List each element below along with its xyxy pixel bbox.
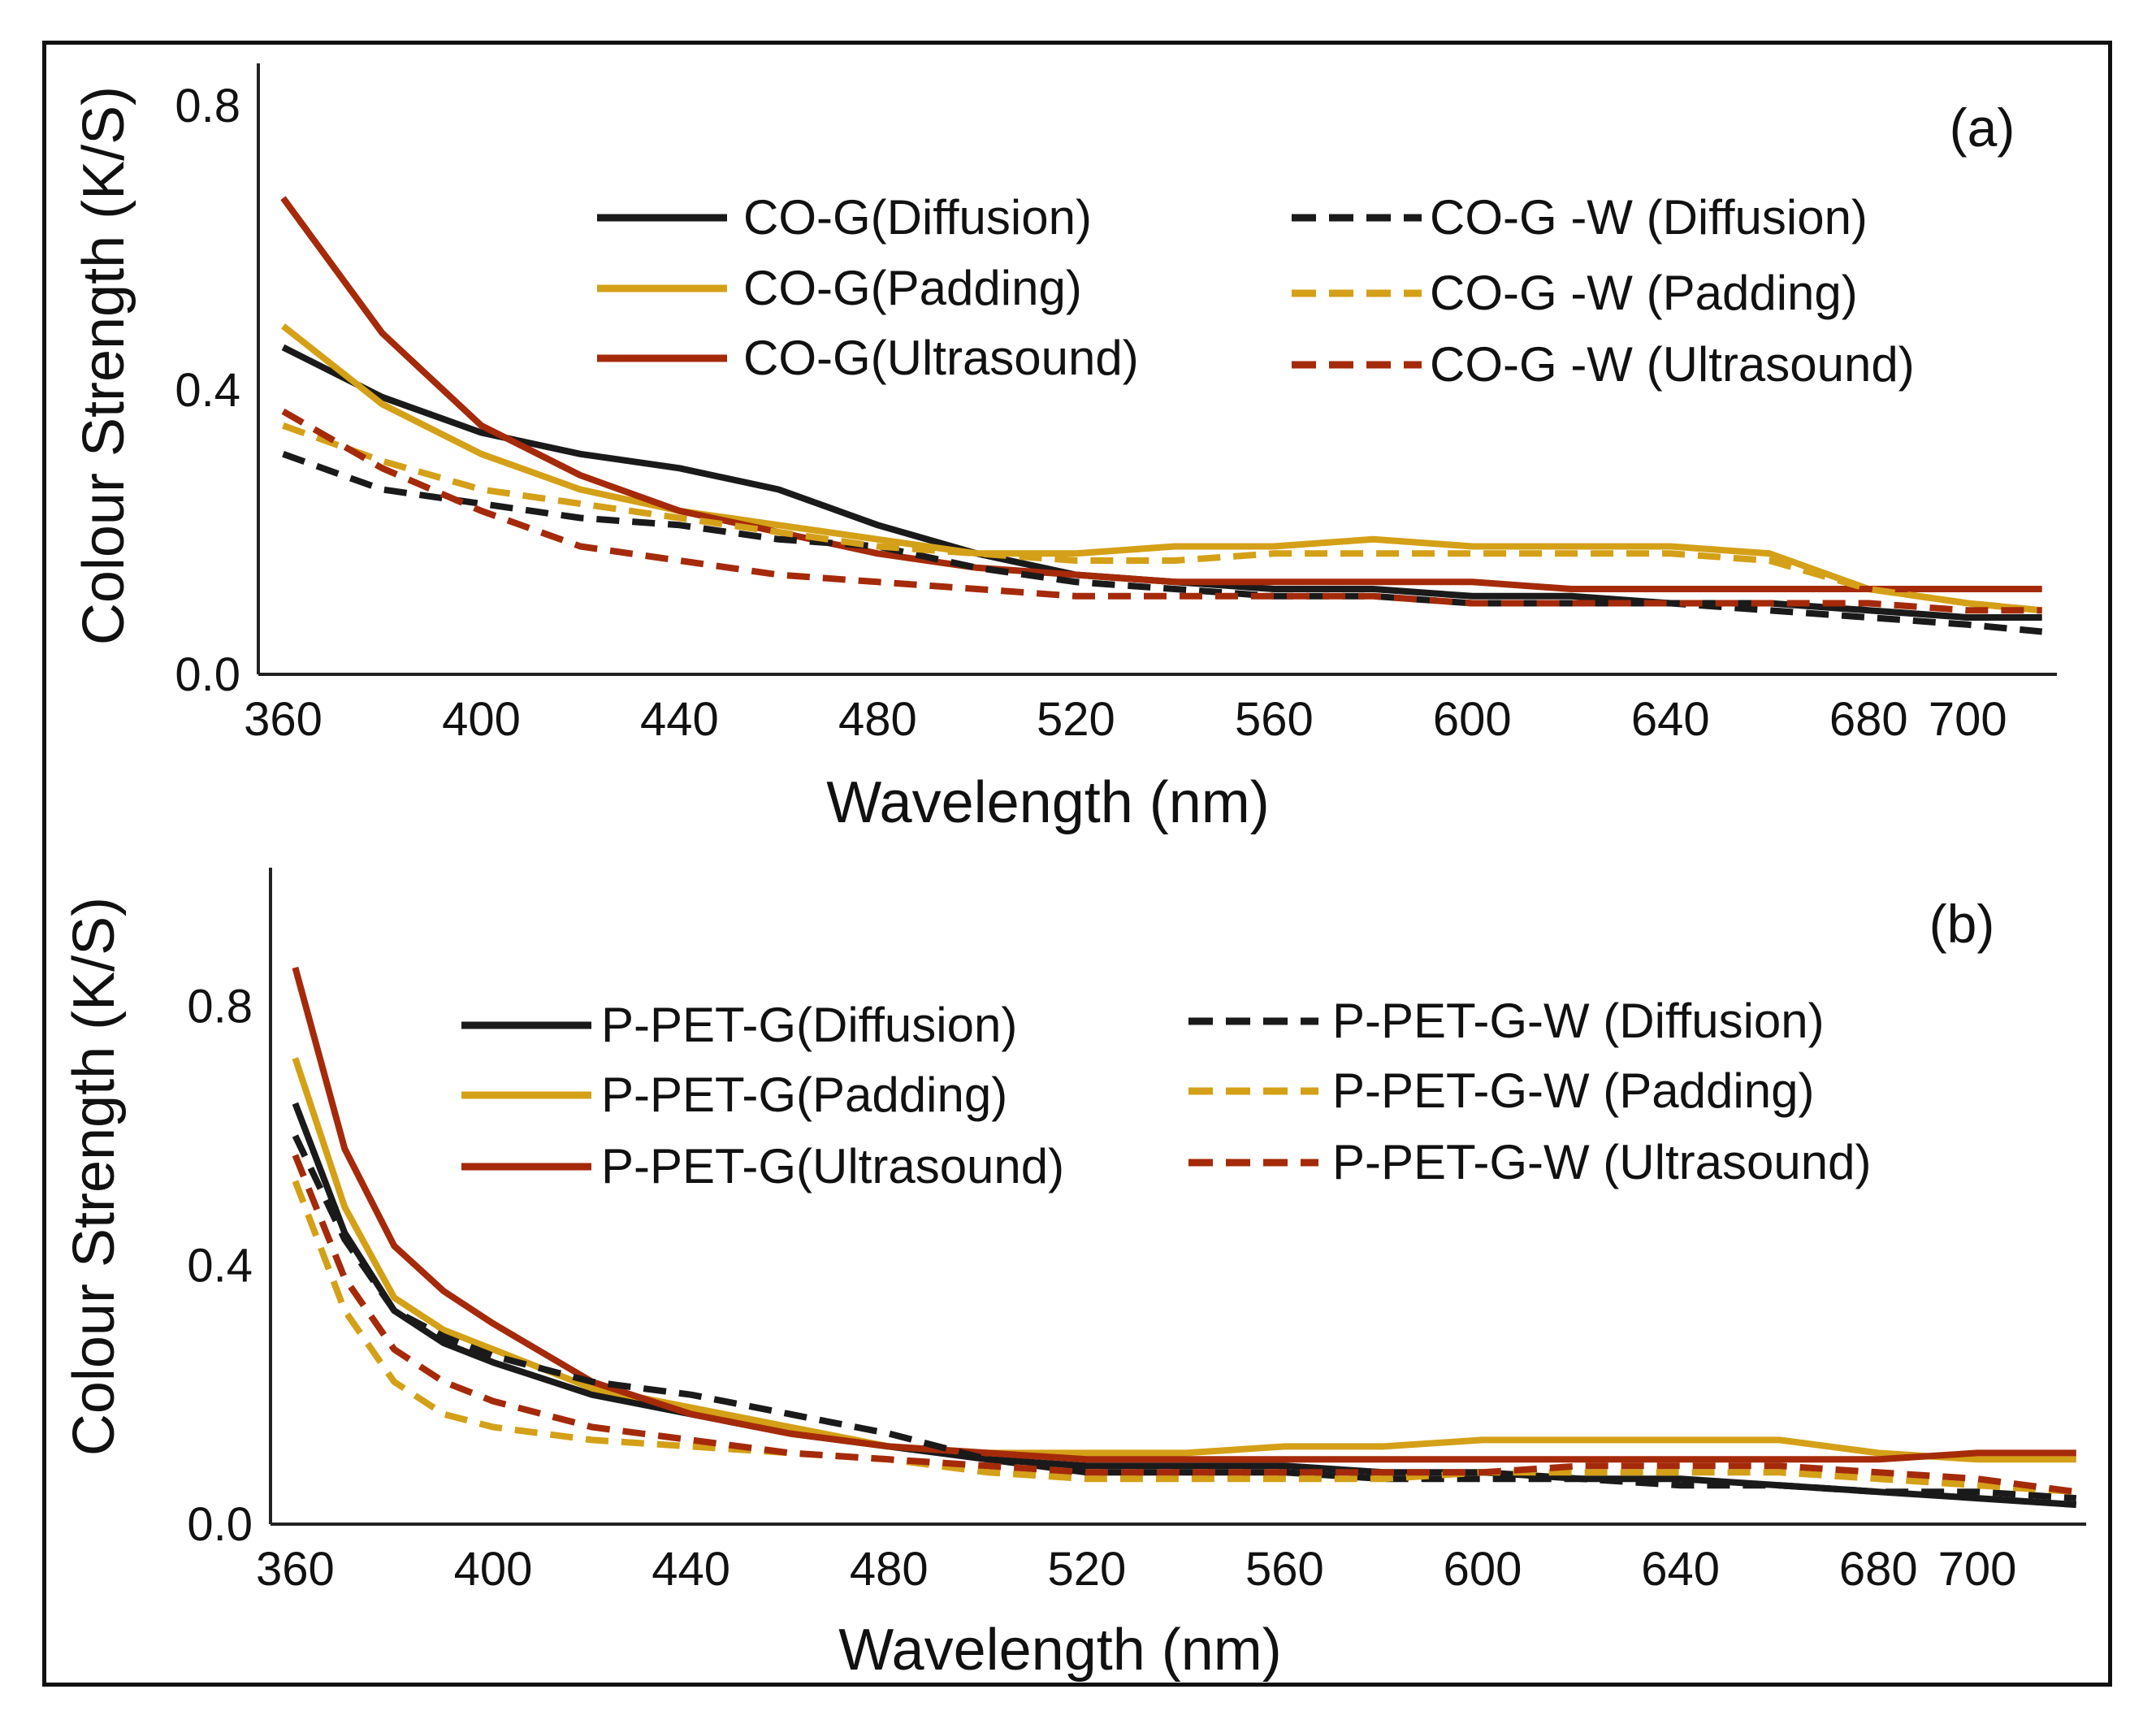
x-tick-label: 480	[838, 693, 917, 746]
x-tick-label: 400	[454, 1543, 533, 1596]
x-tick-label: 400	[442, 693, 521, 746]
x-tick-label: 600	[1444, 1543, 1522, 1596]
series-line	[292, 1057, 2076, 1463]
x-tick-label: 520	[1037, 693, 1115, 746]
figure-frame	[42, 41, 2112, 1687]
y-tick-label: 0.8	[175, 80, 240, 132]
series-line	[281, 408, 2042, 614]
x-tick-label: 560	[1235, 693, 1314, 746]
legend-label: CO-G -W (Diffusion)	[1430, 190, 1868, 245]
x-tick-label: 640	[1631, 693, 1710, 746]
legend-label: P-PET-G-W (Padding)	[1332, 1063, 1814, 1118]
series-line	[292, 1180, 2077, 1496]
legend-label: CO-G(Ultrasound)	[743, 331, 1139, 385]
legend-label: CO-G(Padding)	[743, 261, 1082, 315]
y-tick-label: 0.0	[187, 1498, 253, 1551]
series-line	[282, 451, 2043, 635]
y-tick-label: 0.0	[175, 648, 240, 701]
legend-label: P-PET-G(Padding)	[601, 1068, 1007, 1122]
legend-label: P-PET-G(Diffusion)	[601, 998, 1017, 1052]
y-tick-label: 0.4	[187, 1239, 253, 1292]
panel-a: (a) Wavelength (nm) Colour Strength (K/S…	[71, 63, 2057, 835]
x-tick-label: 520	[1047, 1543, 1126, 1596]
legend-label: CO-G -W (Ultrasound)	[1430, 337, 1915, 392]
x-axis-title-a: Wavelength (nm)	[826, 770, 1270, 835]
legend-label: P-PET-G-W (Ultrasound)	[1332, 1135, 1871, 1189]
x-tick-label: 360	[244, 693, 323, 746]
legend-a: CO-G(Diffusion) CO-G(Padding) CO-G(Ultraso…	[597, 190, 1915, 392]
x-tick-label: 440	[652, 1543, 730, 1596]
series-line	[292, 966, 2076, 1463]
series-line	[280, 196, 2042, 592]
x-tick-label: 640	[1641, 1543, 1720, 1596]
x-tick-label: 360	[256, 1543, 335, 1596]
legend-label: CO-G(Diffusion)	[743, 190, 1092, 245]
legend-b: P-PET-G(Diffusion) P-PET-G(Padding) P-PET-…	[461, 994, 1871, 1193]
x-tick-label: 440	[640, 693, 719, 746]
x-tick-label: 560	[1245, 1543, 1324, 1596]
panel-label-b: (b)	[1929, 894, 1995, 954]
x-axis-title-b: Wavelength (nm)	[838, 1618, 1282, 1683]
series-line	[281, 323, 2043, 614]
legend-label: CO-G -W (Padding)	[1430, 266, 1858, 320]
x-tick-label: 680	[1839, 1543, 1918, 1596]
x-tick-label: 700	[1938, 1543, 2017, 1596]
series-line	[292, 1154, 2077, 1496]
panel-label-a: (a)	[1950, 97, 2015, 158]
x-tick-label: 480	[850, 1543, 929, 1596]
y-axis-title-a: Colour Strength (K/S)	[71, 86, 136, 645]
x-tick-label: 600	[1433, 693, 1512, 746]
series-line	[282, 422, 2043, 614]
x-tick-label: 680	[1829, 693, 1908, 746]
y-tick-label: 0.4	[175, 364, 240, 417]
x-tick-label: 700	[1929, 693, 2007, 746]
y-tick-label: 0.8	[187, 981, 253, 1033]
y-axis-title-b: Colour Strength (K/S)	[62, 897, 127, 1456]
panel-b: (b) Wavelength (nm) Colour Strength (K/S…	[62, 868, 2086, 1683]
legend-label: P-PET-G(Ultrasound)	[601, 1139, 1064, 1193]
legend-label: P-PET-G-W (Diffusion)	[1332, 994, 1825, 1048]
